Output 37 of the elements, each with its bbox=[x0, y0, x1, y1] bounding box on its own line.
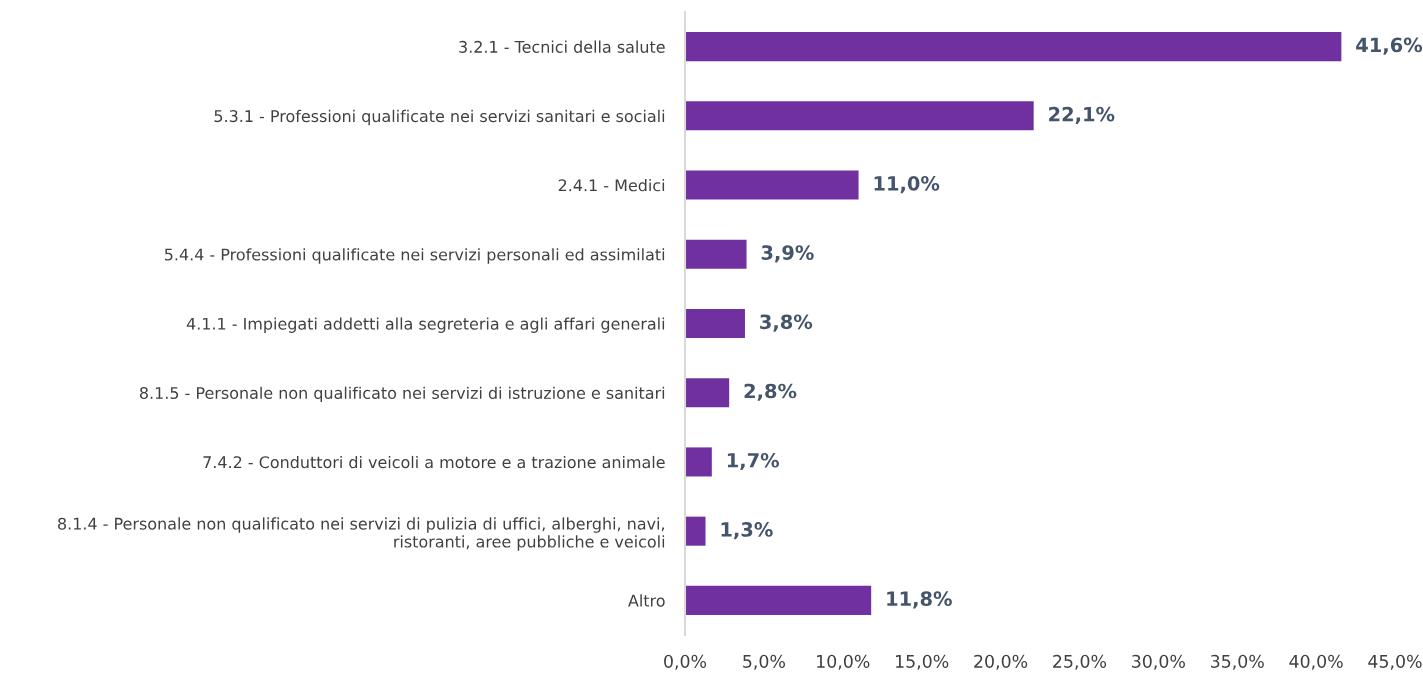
y-tick-label: 2.4.1 - Medici bbox=[558, 178, 665, 192]
data-label: 11,8% bbox=[887, 591, 952, 609]
x-tick-label: 0,0% bbox=[664, 654, 707, 670]
x-tick-label: 20,0% bbox=[974, 654, 1028, 670]
data-label: 1,3% bbox=[721, 522, 773, 540]
x-tick-label: 15,0% bbox=[896, 654, 949, 670]
y-tick-label: Altro bbox=[628, 594, 665, 607]
x-tick-label: 25,0% bbox=[1053, 654, 1107, 670]
bar bbox=[685, 516, 706, 546]
data-label: 3,8% bbox=[760, 314, 813, 332]
bar bbox=[685, 101, 1034, 131]
bar bbox=[685, 308, 745, 339]
bar bbox=[685, 32, 1342, 62]
bar bbox=[685, 585, 872, 615]
x-tick-label: 40,0% bbox=[1289, 654, 1343, 670]
bar bbox=[685, 378, 730, 408]
data-label: 11,0% bbox=[874, 175, 940, 194]
data-label: 3,9% bbox=[761, 245, 814, 263]
y-tick-label: 8.1.4 - Personale non qualificato nei servizi di pulizia di uffici, alberghi, navi, ristoranti, aree pubbliche e veicoli bbox=[58, 517, 665, 551]
y-tick-label: 4.1.1 - Impiegati addetti alla segreteria e agli affari generali bbox=[186, 317, 665, 333]
y-tick-label: 8.1.5 - Personale non qualificato nei servizi di istruzione e sanitari bbox=[139, 386, 665, 403]
x-tick-label: 45,0% bbox=[1368, 654, 1422, 670]
data-label: 1,7% bbox=[727, 452, 780, 471]
y-tick-label: 7.4.2 - Conduttori di veicoli a motore e a trazione animale bbox=[203, 455, 665, 469]
data-label: 41,6% bbox=[1356, 37, 1423, 55]
data-label: 2,8% bbox=[744, 383, 797, 401]
data-label: 22,1% bbox=[1049, 106, 1115, 124]
bar bbox=[685, 170, 859, 200]
x-tick-label: 35,0% bbox=[1210, 654, 1264, 670]
bar bbox=[685, 239, 747, 269]
x-tick-label: 10,0% bbox=[817, 654, 870, 670]
y-tick-label: 3.2.1 - Tecnici della salute bbox=[459, 40, 665, 53]
x-tick-label: 5,0% bbox=[743, 654, 785, 670]
y-tick-label: 5.3.1 - Professioni qualificate nei servizi sanitari e sociali bbox=[214, 109, 665, 126]
x-tick-label: 30,0% bbox=[1132, 654, 1185, 670]
y-tick-label: 5.4.4 - Professioni qualificate nei servizi personali ed assimilati bbox=[164, 248, 665, 264]
bar bbox=[685, 447, 712, 477]
